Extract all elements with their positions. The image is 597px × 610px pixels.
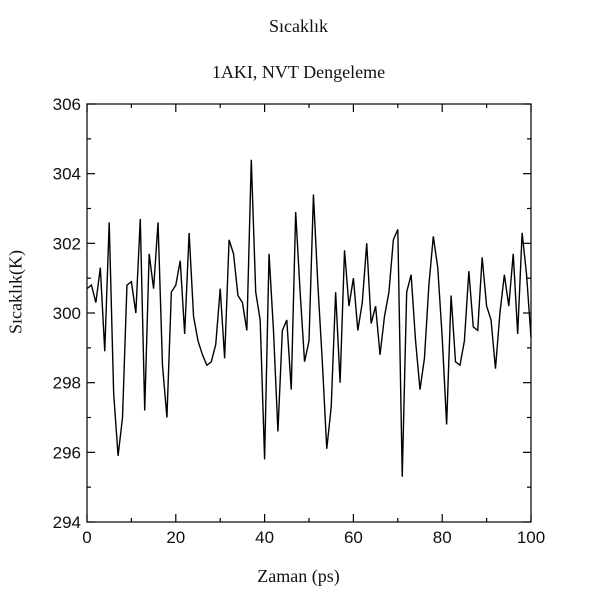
y-tick-label: 296 — [53, 443, 81, 462]
y-tick-label: 298 — [53, 374, 81, 393]
y-tick-label: 300 — [53, 304, 81, 323]
y-tick-label: 294 — [53, 513, 81, 532]
x-tick-label: 80 — [433, 528, 452, 547]
series-line-temperature — [87, 160, 531, 477]
x-tick-label: 60 — [344, 528, 363, 547]
plot-frame — [87, 104, 531, 522]
y-tick-label: 306 — [53, 95, 81, 114]
x-tick-label: 20 — [166, 528, 185, 547]
axis-tick-labels: 294 296 298 300 302 304 306 0 20 40 60 80 100 — [53, 95, 546, 547]
x-tick-label: 100 — [517, 528, 545, 547]
x-tick-label: 0 — [82, 528, 91, 547]
x-tick-label: 40 — [255, 528, 274, 547]
y-tick-label: 304 — [53, 165, 81, 184]
axis-ticks — [87, 104, 531, 522]
y-tick-label: 302 — [53, 234, 81, 253]
